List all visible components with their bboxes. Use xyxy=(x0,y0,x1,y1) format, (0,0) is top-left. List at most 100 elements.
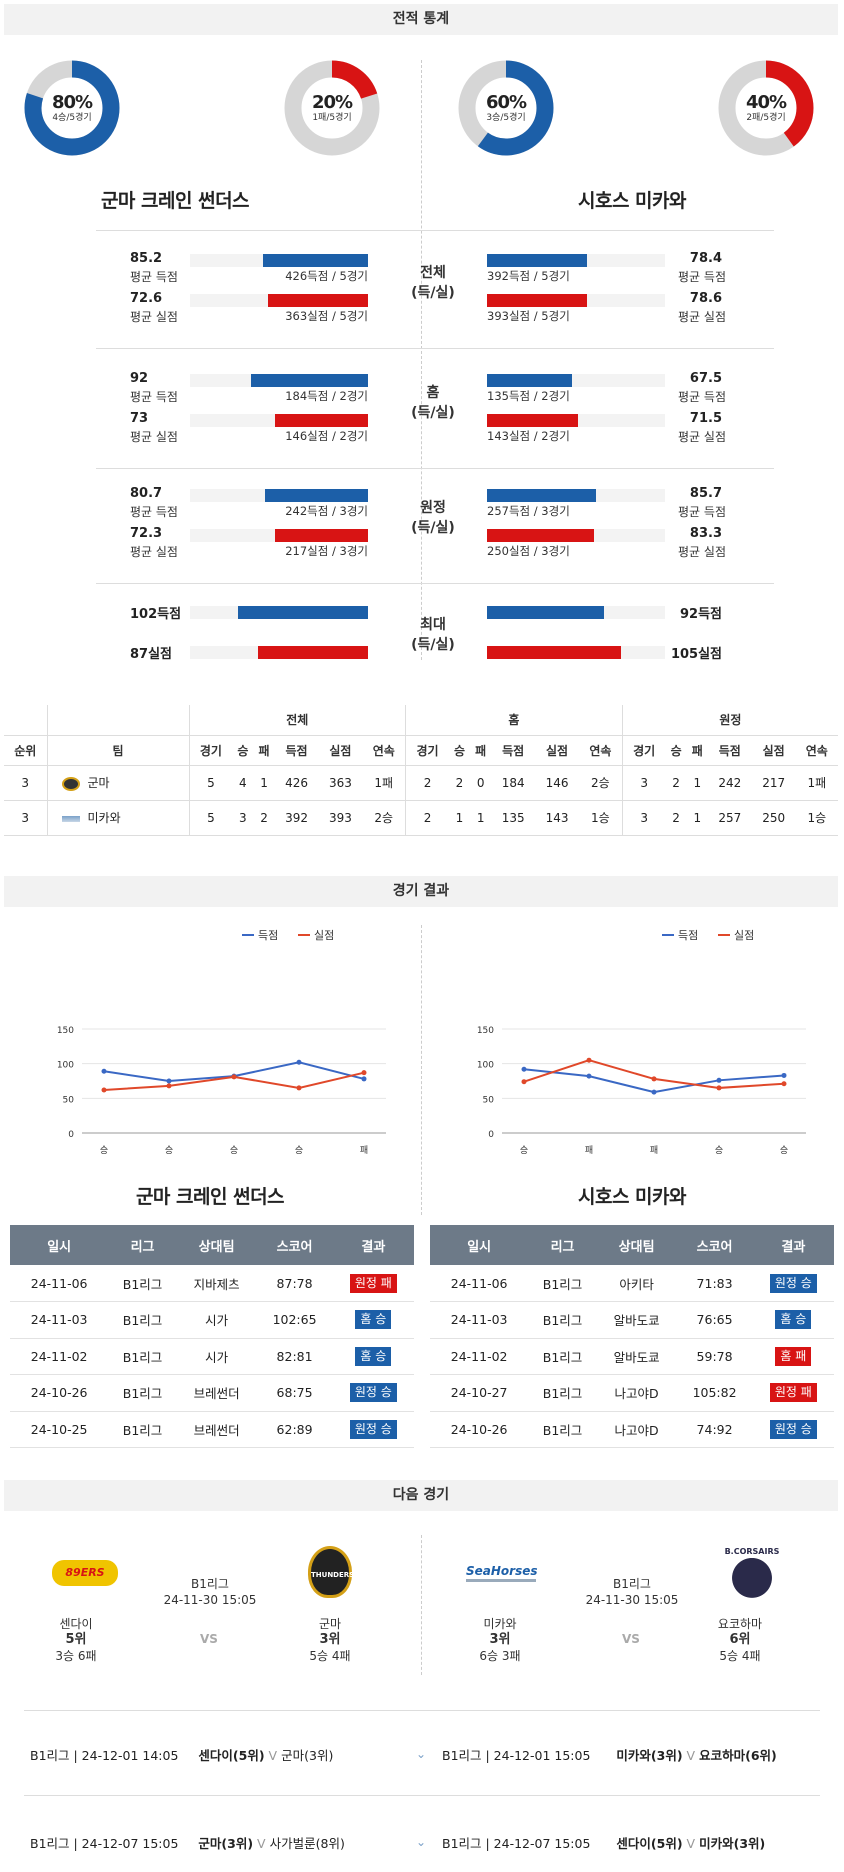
center-divider xyxy=(421,60,422,660)
upcoming-info: B1리그 | 24-12-07 15:05 xyxy=(30,1836,179,1851)
standings-cell: 426 xyxy=(285,775,308,790)
result-league: B1리그 xyxy=(108,1301,177,1339)
standings-cell: 1패 xyxy=(807,776,827,790)
bar-label: 250실점 / 3경기 xyxy=(487,544,570,558)
next-team-rank: 3위 xyxy=(319,1632,341,1647)
results-table-left: 일시 리그 상대팀 스코어 결과 24-11-06 B1리그 지바제츠 87:78 원정 패 24-… xyxy=(10,1225,414,1448)
standings-col-header: 패 xyxy=(691,743,703,758)
divider xyxy=(24,1710,820,1711)
upcoming-row-right[interactable]: B1리그 | 24-12-07 15:05 센다이(5위) V 미카와(3위) xyxy=(442,1833,765,1852)
stat-label: 평균 득점 xyxy=(678,270,726,284)
standings-col-header: 실점 xyxy=(545,743,569,758)
results-col-header: 결과 xyxy=(332,1225,414,1265)
stat-label: 평균 득점 xyxy=(130,505,178,519)
team-name-left: 군마 크레인 썬더스 xyxy=(100,190,250,212)
stat-value: 102득점 xyxy=(130,607,182,622)
x-tick-label: 승 xyxy=(780,1145,788,1156)
comparison-sub: (득/실) xyxy=(411,285,455,301)
standings-cell: 146 xyxy=(545,775,569,790)
result-date: 24-11-06 xyxy=(10,1265,109,1302)
table-row: 24-11-06 B1리그 지바제츠 87:78 원정 패 xyxy=(10,1265,414,1302)
result-date: 24-10-25 xyxy=(10,1411,109,1448)
rank: 3 xyxy=(4,800,48,835)
upcoming-team2: 미카와(3위) xyxy=(699,1836,766,1851)
donut-label: 40% 2패/5경기 xyxy=(718,93,814,124)
upcoming-row-right[interactable]: B1리그 | 24-12-01 15:05 미카와(3위) V 요코하마(6위) xyxy=(442,1745,777,1764)
stat-bar xyxy=(238,606,368,619)
data-point xyxy=(651,1076,657,1082)
result-badge: 홈 승 xyxy=(355,1310,392,1330)
vs-icon: V xyxy=(686,1836,696,1851)
result-score: 102:65 xyxy=(256,1301,333,1339)
results-col-header: 일시 xyxy=(10,1225,109,1265)
data-point xyxy=(361,1076,367,1082)
donut-percent: 20% xyxy=(311,92,353,113)
comparison-title: 최대 xyxy=(420,617,446,633)
results-col-header: 결과 xyxy=(752,1225,834,1265)
donut-chart xyxy=(284,60,380,156)
group-home: 홈 xyxy=(405,705,623,735)
standings-col-header: 실점 xyxy=(762,743,785,758)
standings-col-header: 승 xyxy=(670,743,682,758)
upcoming-info: B1리그 | 24-12-07 15:05 xyxy=(442,1836,591,1851)
result-cell: 원정 승 xyxy=(752,1265,834,1302)
result-opp: 시가 xyxy=(176,1338,257,1375)
comparison-title: 원정 xyxy=(420,500,446,516)
vs-label: VS xyxy=(200,1632,218,1646)
stat-bar xyxy=(487,646,621,659)
table-row: 24-11-03 B1리그 시가 102:65 홈 승 xyxy=(10,1301,414,1339)
stat-bar xyxy=(487,414,578,427)
data-point xyxy=(781,1081,787,1087)
stat-label: 평균 실점 xyxy=(678,545,726,559)
standings-cell: 2 xyxy=(455,775,464,790)
results-col-header: 일시 xyxy=(430,1225,529,1265)
upcoming-row-left[interactable]: B1리그 | 24-12-01 14:05 센다이(5위) V 군마(3위) xyxy=(30,1745,333,1764)
y-tick-label: 150 xyxy=(57,1026,74,1036)
x-tick-label: 패 xyxy=(360,1145,368,1156)
vs-icon: V xyxy=(257,1836,266,1851)
comparison-label: 전체 (득/실) xyxy=(403,263,463,303)
stat-label: 평균 득점 xyxy=(130,270,178,284)
stat-value: 80.7 xyxy=(130,486,163,501)
next-team: 군마 3위 5승 4패 xyxy=(290,1616,370,1664)
comparison-title: 홈 xyxy=(426,385,440,401)
upcoming-team1: 센다이(5위) xyxy=(616,1836,683,1851)
standings-cell: 1 xyxy=(693,775,702,790)
upcoming-row-left[interactable]: B1리그 | 24-12-07 15:05 군마(3위) V 사가벌룬(8위) xyxy=(30,1833,345,1852)
legend-scored: 득점 xyxy=(678,929,698,942)
data-point xyxy=(361,1070,367,1076)
stat-bar xyxy=(487,529,594,542)
result-score: 74:92 xyxy=(676,1411,753,1448)
comparison-title: 전체 xyxy=(420,265,446,281)
stat-value: 83.3 xyxy=(689,526,722,541)
standings-cell: 135 xyxy=(501,810,525,825)
data-point xyxy=(651,1089,657,1095)
bar-label: 242득점 / 3경기 xyxy=(285,504,368,518)
result-score: 59:78 xyxy=(676,1338,753,1375)
result-score: 87:78 xyxy=(256,1265,333,1302)
standings-col-header: 승 xyxy=(453,743,465,758)
thunders-logo-icon xyxy=(61,776,80,791)
x-tick-label: 승 xyxy=(230,1145,238,1156)
standings-cell: 1승 xyxy=(578,800,623,835)
standings-cell: 1 xyxy=(693,810,702,825)
comparison-label: 원정 (득/실) xyxy=(403,498,463,538)
donut-label: 80% 4승/5경기 xyxy=(24,93,120,124)
stat-value: 78.6 xyxy=(689,291,722,306)
table-row: 24-11-02 B1리그 시가 82:81 홈 승 xyxy=(10,1338,414,1375)
next-team: 미카와 3위 6승 3패 xyxy=(460,1616,540,1664)
standings-cell: 217 xyxy=(762,775,786,790)
result-badge: 홈 패 xyxy=(775,1346,812,1366)
data-point xyxy=(521,1066,527,1072)
team-name: 미카와 xyxy=(87,811,121,825)
next-team: 센다이 5위 3승 6패 xyxy=(36,1616,116,1664)
data-point xyxy=(166,1083,172,1089)
next-team: 요코하마 6위 5승 4패 xyxy=(700,1616,780,1664)
results-col-header: 리그 xyxy=(108,1225,177,1265)
standings-cell: 393 xyxy=(328,810,352,825)
stat-bar xyxy=(487,374,572,387)
data-point xyxy=(166,1078,172,1084)
next-match-info: B1리그 24-11-30 15:05 xyxy=(582,1576,682,1608)
team-name-left-results: 군마 크레인 썬더스 xyxy=(135,1186,285,1208)
next-team-rank: 5위 xyxy=(65,1632,87,1647)
